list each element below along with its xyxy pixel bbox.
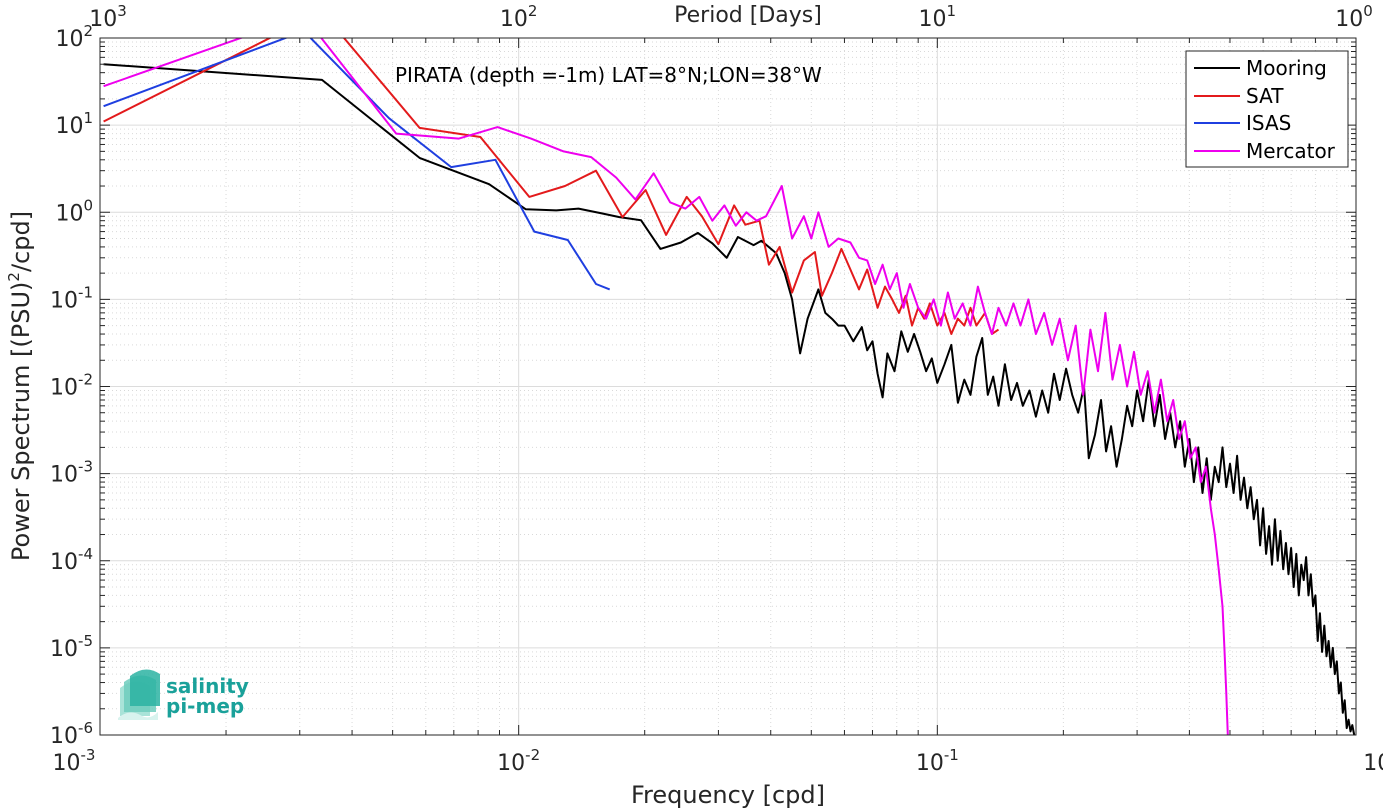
top-x-axis-label: Period [Days] [674, 3, 822, 28]
top-tick-label: 101 [919, 2, 957, 32]
salinity-pimep-logo: salinity pi-mep [118, 669, 249, 720]
legend-label-sat: SAT [1246, 84, 1284, 108]
y-tick-label: 101 [55, 109, 93, 139]
legend-label-mooring: Mooring [1246, 56, 1327, 80]
y-tick-label: 100 [55, 196, 93, 226]
y-axis-label-sup: 2 [5, 272, 23, 282]
y-tick-label: 10-5 [50, 632, 93, 662]
wave-logo-icon [118, 669, 160, 720]
legend-label-mercator: Mercator [1246, 139, 1336, 163]
y-tick-label: 10-6 [50, 719, 93, 749]
tick-marks [99, 37, 1357, 736]
series-line-mercator [103, 38, 1229, 735]
series-line-sat [103, 38, 1000, 335]
x-tick-label: 100 [1363, 746, 1383, 776]
logo-line1: salinity [166, 674, 249, 698]
plot-annotation: PIRATA (depth =-1m) LAT=8°N;LON=38°W [395, 63, 822, 87]
logo-line2: pi-mep [166, 694, 244, 718]
top-tick-label: 102 [500, 2, 538, 32]
x-tick-label: 10-1 [916, 746, 959, 776]
y-tick-label: 10-4 [50, 545, 93, 575]
y-tick-label: 10-2 [50, 371, 93, 401]
legend: Mooring SAT ISAS Mercator [1185, 50, 1349, 168]
y-tick-label: 10-1 [50, 283, 93, 313]
series-line-isas [103, 38, 611, 291]
y-tick-label: 102 [55, 22, 93, 52]
top-tick-label: 100 [1335, 2, 1373, 32]
y-tick-label: 10-3 [50, 458, 93, 488]
legend-box [1185, 50, 1349, 168]
tick-labels: 10-310-210-110010310210110010210110010-1… [50, 2, 1383, 776]
y-axis-label: Power Spectrum [(PSU)2/cpd] [5, 211, 35, 561]
top-tick-label: 103 [89, 2, 127, 32]
series-line-mooring [103, 63, 1356, 735]
x-tick-label: 10-2 [497, 746, 540, 776]
y-axis-label-base: Power Spectrum [(PSU) [7, 282, 35, 561]
x-tick-label: 10-3 [53, 746, 96, 776]
y-axis-label-tail: /cpd] [7, 211, 35, 272]
grid [99, 37, 1357, 736]
legend-label-isas: ISAS [1246, 111, 1291, 135]
x-axis-label: Frequency [cpd] [631, 781, 825, 809]
series-lines [103, 38, 1356, 735]
